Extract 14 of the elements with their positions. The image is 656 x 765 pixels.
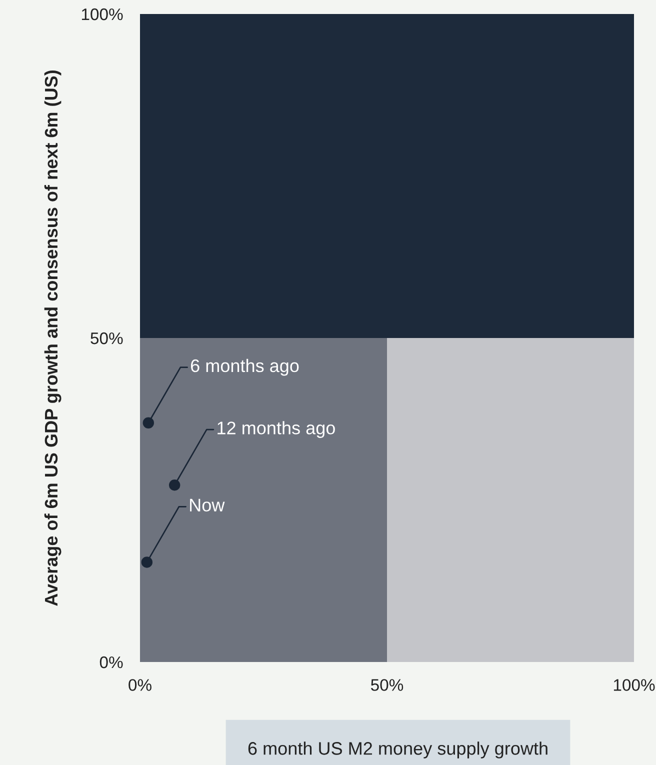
y-axis-title: Average of 6m US GDP growth and consensus of next 6m (US) — [44, 70, 62, 606]
x-axis-title: 6 month US M2 money supply growth — [248, 742, 548, 758]
y-tick-label: 100% — [82, 8, 123, 20]
annotation: 6 months ago — [190, 358, 299, 376]
point — [142, 417, 154, 428]
annotation: Now — [190, 498, 225, 512]
x-tick-label: 0% — [128, 679, 152, 691]
x-tick-label: 100% — [614, 679, 655, 691]
point — [141, 556, 153, 568]
annotation: 12 months ago — [218, 421, 335, 438]
y-tick-label: 50% — [90, 332, 123, 344]
point — [168, 479, 180, 491]
y-tick-label: 0% — [100, 656, 123, 668]
x-tick-label: 50% — [370, 679, 404, 691]
